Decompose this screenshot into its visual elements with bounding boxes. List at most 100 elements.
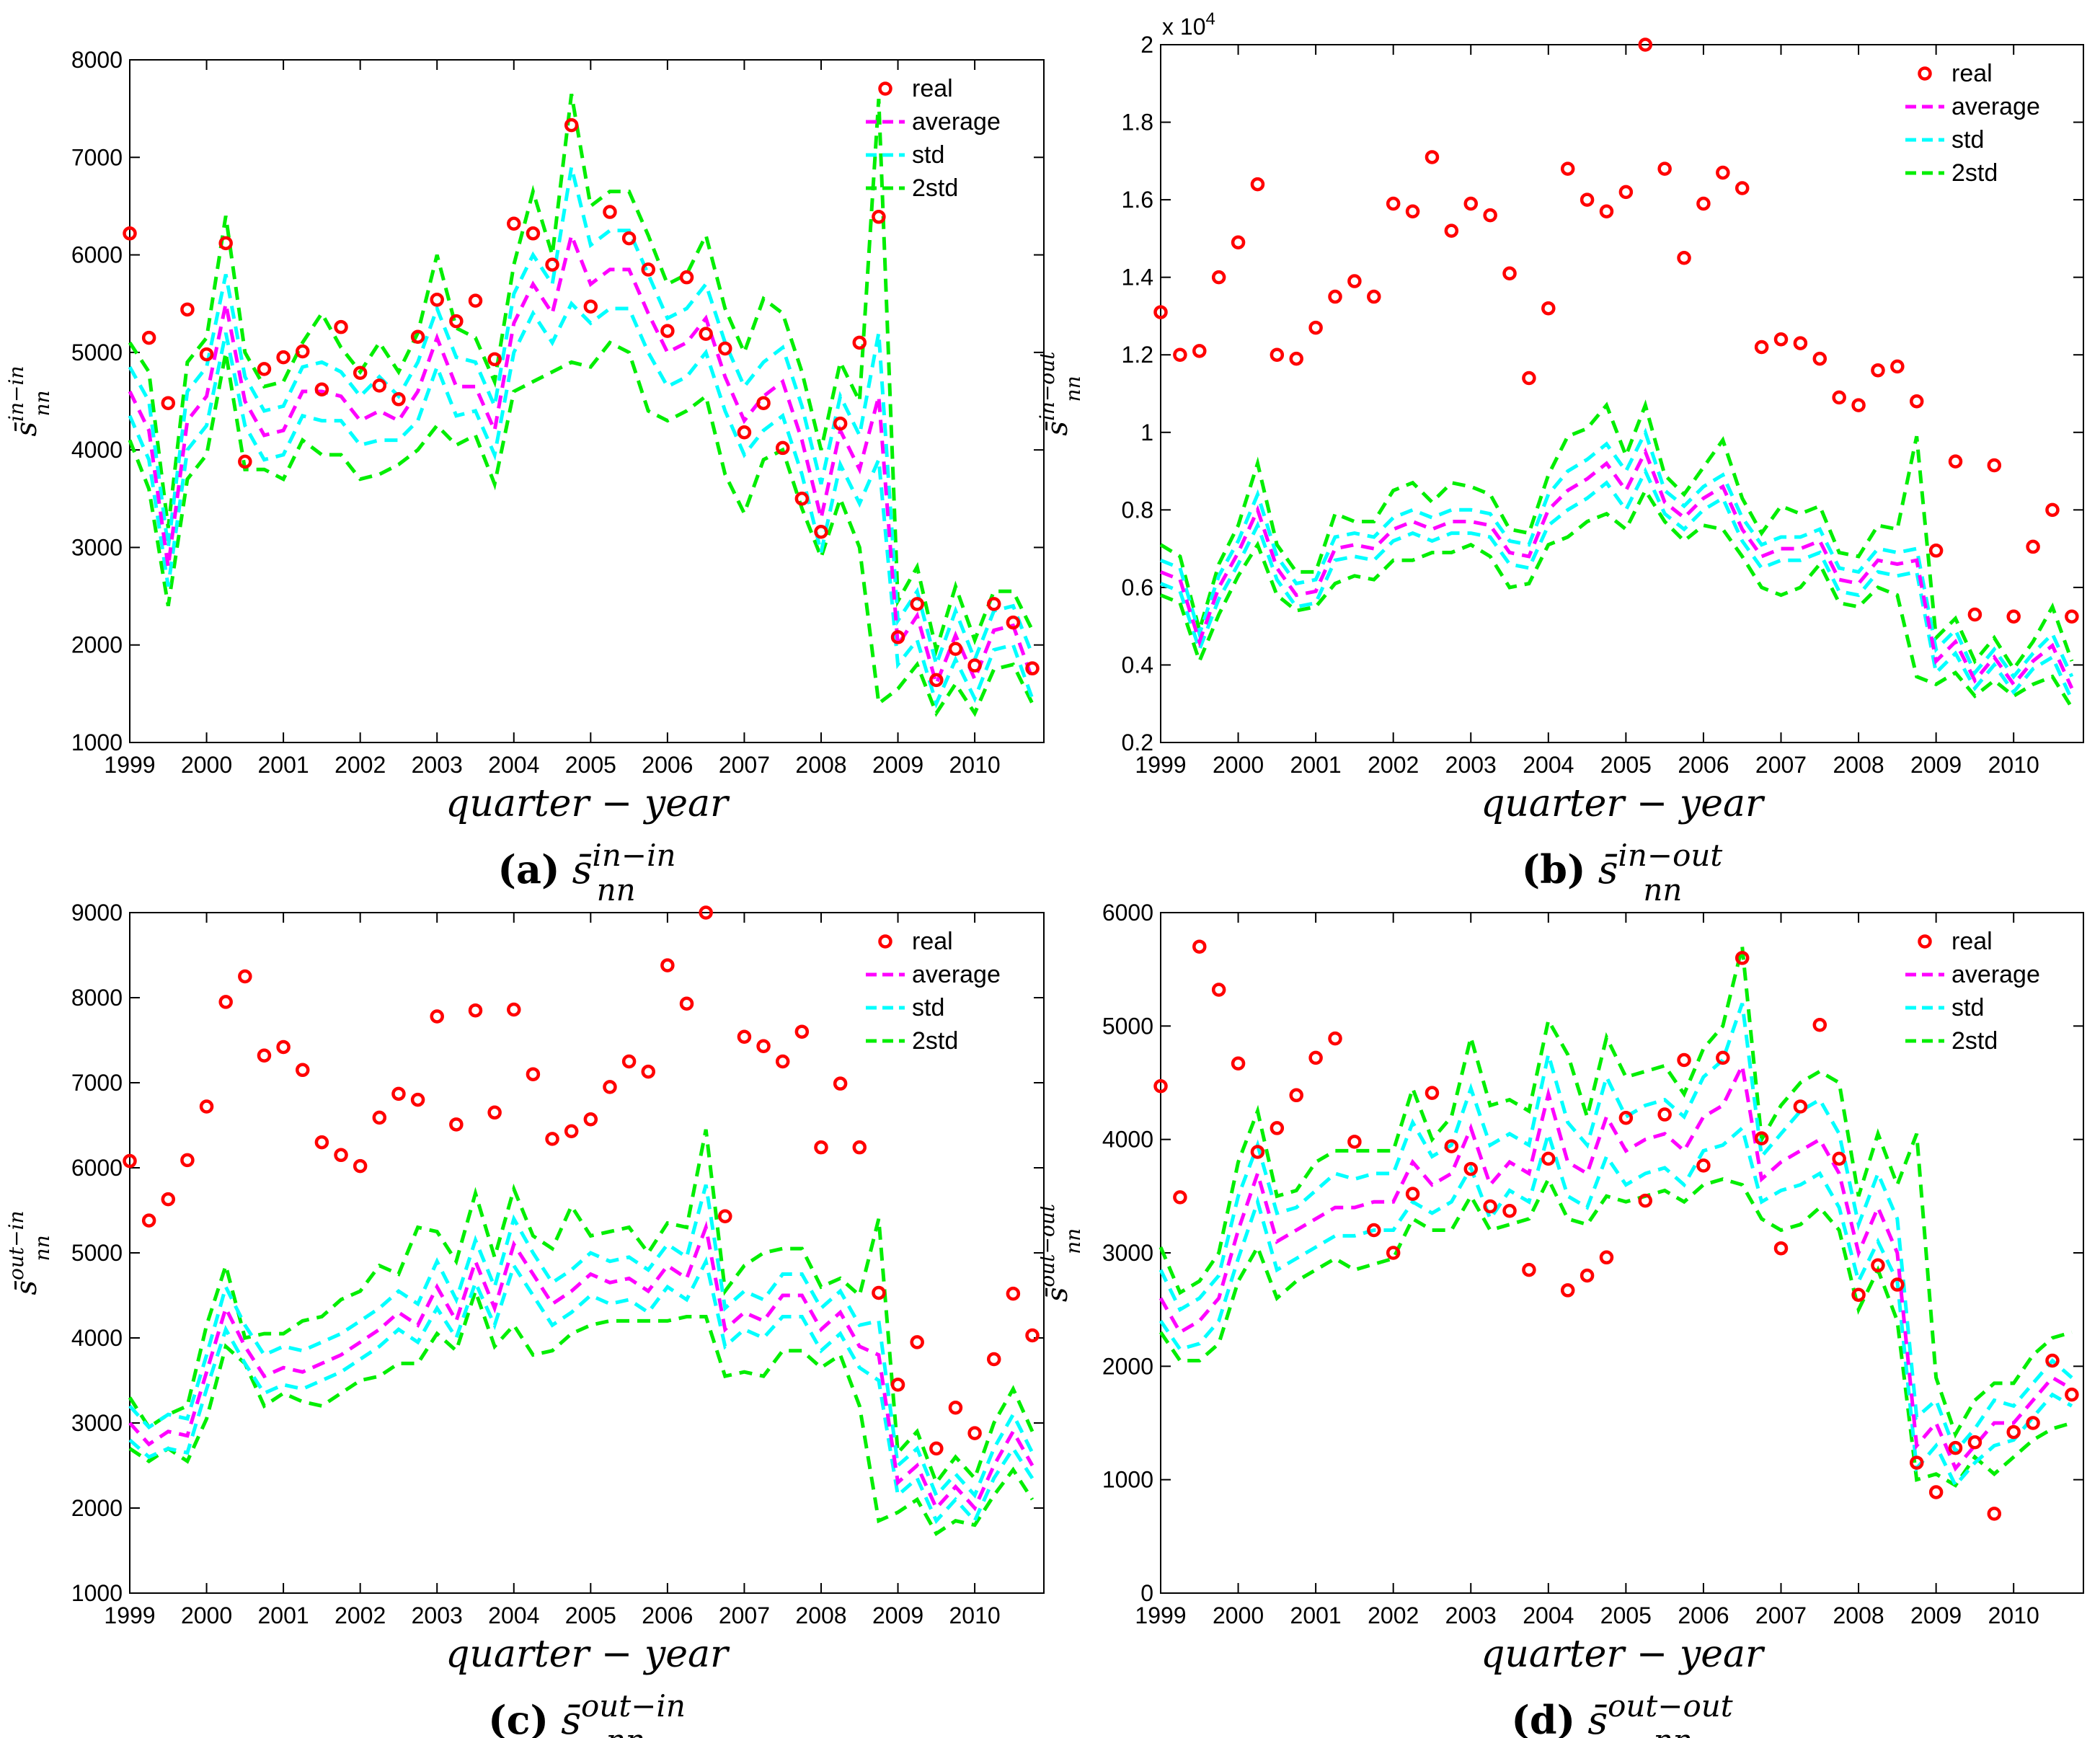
x-tick-label: 2005 xyxy=(565,752,616,778)
real-point xyxy=(1522,1262,1536,1277)
real-point xyxy=(775,1054,790,1069)
x-tick-label: 2000 xyxy=(181,1602,232,1628)
real-point xyxy=(621,1054,637,1069)
y-tick-label: 5000 xyxy=(71,340,123,365)
legend-marker-real xyxy=(878,81,892,96)
x-tick-label: 2009 xyxy=(872,1602,923,1628)
legend-label: average xyxy=(1951,961,2040,988)
real-point xyxy=(1463,1161,1479,1176)
real-point xyxy=(1812,351,1827,366)
legend-label: average xyxy=(912,108,1001,136)
real-point xyxy=(257,362,272,376)
real-point xyxy=(852,1140,867,1155)
twostd-lower-line xyxy=(1158,1175,2073,1488)
real-point xyxy=(314,1135,329,1150)
x-tick-label: 2007 xyxy=(1755,1602,1807,1628)
y-tick-label: 9000 xyxy=(71,900,123,926)
twostd-upper-line xyxy=(128,93,1035,657)
real-point xyxy=(1754,1131,1769,1145)
real-point xyxy=(238,454,252,469)
real-point xyxy=(334,1148,348,1163)
real-point xyxy=(1967,1435,1982,1450)
x-tick-label: 2007 xyxy=(1755,752,1807,778)
y-tick-label: 7000 xyxy=(71,1070,123,1096)
real-point xyxy=(1347,274,1362,288)
real-point xyxy=(852,335,867,350)
x-tick-label: 2000 xyxy=(1213,1602,1264,1628)
real-point xyxy=(775,440,790,456)
x-tick-label: 2002 xyxy=(335,1602,386,1628)
real-point xyxy=(1812,1018,1827,1032)
real-point xyxy=(1832,1151,1846,1166)
real-point xyxy=(218,236,233,251)
real-point xyxy=(372,1110,387,1125)
real-point xyxy=(372,378,387,393)
x-tick-label: 2009 xyxy=(1910,1602,1962,1628)
real-point xyxy=(1560,161,1575,176)
x-tick-label: 2009 xyxy=(1910,752,1962,778)
real-point xyxy=(1599,1250,1614,1265)
x-tick-label: 1999 xyxy=(1135,752,1186,778)
real-point xyxy=(1580,192,1595,207)
y-tick-label: 7000 xyxy=(71,144,123,170)
real-point xyxy=(1444,1139,1459,1153)
real-point xyxy=(718,341,732,356)
real-point xyxy=(1006,615,1021,630)
x-tick-label: 2004 xyxy=(488,1602,539,1628)
real-point xyxy=(218,995,233,1009)
y-tick-label: 6000 xyxy=(1102,900,1153,926)
real-point xyxy=(353,365,368,381)
axes-frame xyxy=(129,912,1045,1594)
real-point xyxy=(1386,196,1401,211)
real-point xyxy=(353,1158,368,1174)
real-point xyxy=(603,205,617,219)
twostd-lower-line xyxy=(128,1285,1035,1536)
real-point xyxy=(1173,347,1187,362)
y-tick-label: 1000 xyxy=(71,1580,123,1606)
twostd-lower-line xyxy=(128,340,1035,717)
legend-label: average xyxy=(912,961,1001,988)
real-point xyxy=(1618,1111,1634,1125)
average-line xyxy=(1160,447,2074,689)
average-line xyxy=(128,229,1035,690)
legend-label: average xyxy=(1951,93,2040,120)
real-point xyxy=(872,1285,886,1300)
x-tick-label: 1999 xyxy=(104,1602,155,1628)
real-point xyxy=(756,1039,771,1054)
std-upper-line xyxy=(128,167,1035,671)
y-tick-label: 0.6 xyxy=(1122,575,1153,600)
twostd-upper-line xyxy=(128,1129,1035,1486)
std-lower-line xyxy=(128,300,1035,709)
real-point xyxy=(314,382,329,397)
real-point xyxy=(2065,609,2079,624)
real-point xyxy=(1270,347,1285,362)
real-point xyxy=(276,1039,291,1055)
std-lower-line xyxy=(1160,466,2074,701)
real-point xyxy=(948,642,963,656)
legend-label: real xyxy=(912,928,953,955)
real-point xyxy=(1987,1507,2002,1521)
real-point xyxy=(1909,394,1924,409)
real-point xyxy=(564,118,579,133)
real-point xyxy=(180,1153,195,1168)
real-point xyxy=(1773,1241,1789,1256)
legend-marker-real xyxy=(1918,66,1932,81)
real-point xyxy=(1696,196,1711,211)
real-point xyxy=(161,396,176,410)
real-point xyxy=(1677,1052,1691,1068)
real-point xyxy=(449,1117,464,1132)
real-point xyxy=(833,1076,848,1091)
axes-frame xyxy=(129,59,1045,743)
x-tick-label: 2005 xyxy=(1600,1602,1652,1628)
real-point xyxy=(161,1192,176,1207)
real-point xyxy=(794,492,810,506)
real-point xyxy=(1231,235,1246,250)
real-point xyxy=(238,969,252,984)
y-tick-label: 2000 xyxy=(71,1495,123,1521)
real-point xyxy=(1250,1145,1265,1159)
real-point xyxy=(545,1132,559,1146)
real-point xyxy=(449,314,464,329)
real-point xyxy=(583,299,598,314)
legend-label: 2std xyxy=(1951,1027,1998,1055)
real-point xyxy=(1928,544,1944,558)
